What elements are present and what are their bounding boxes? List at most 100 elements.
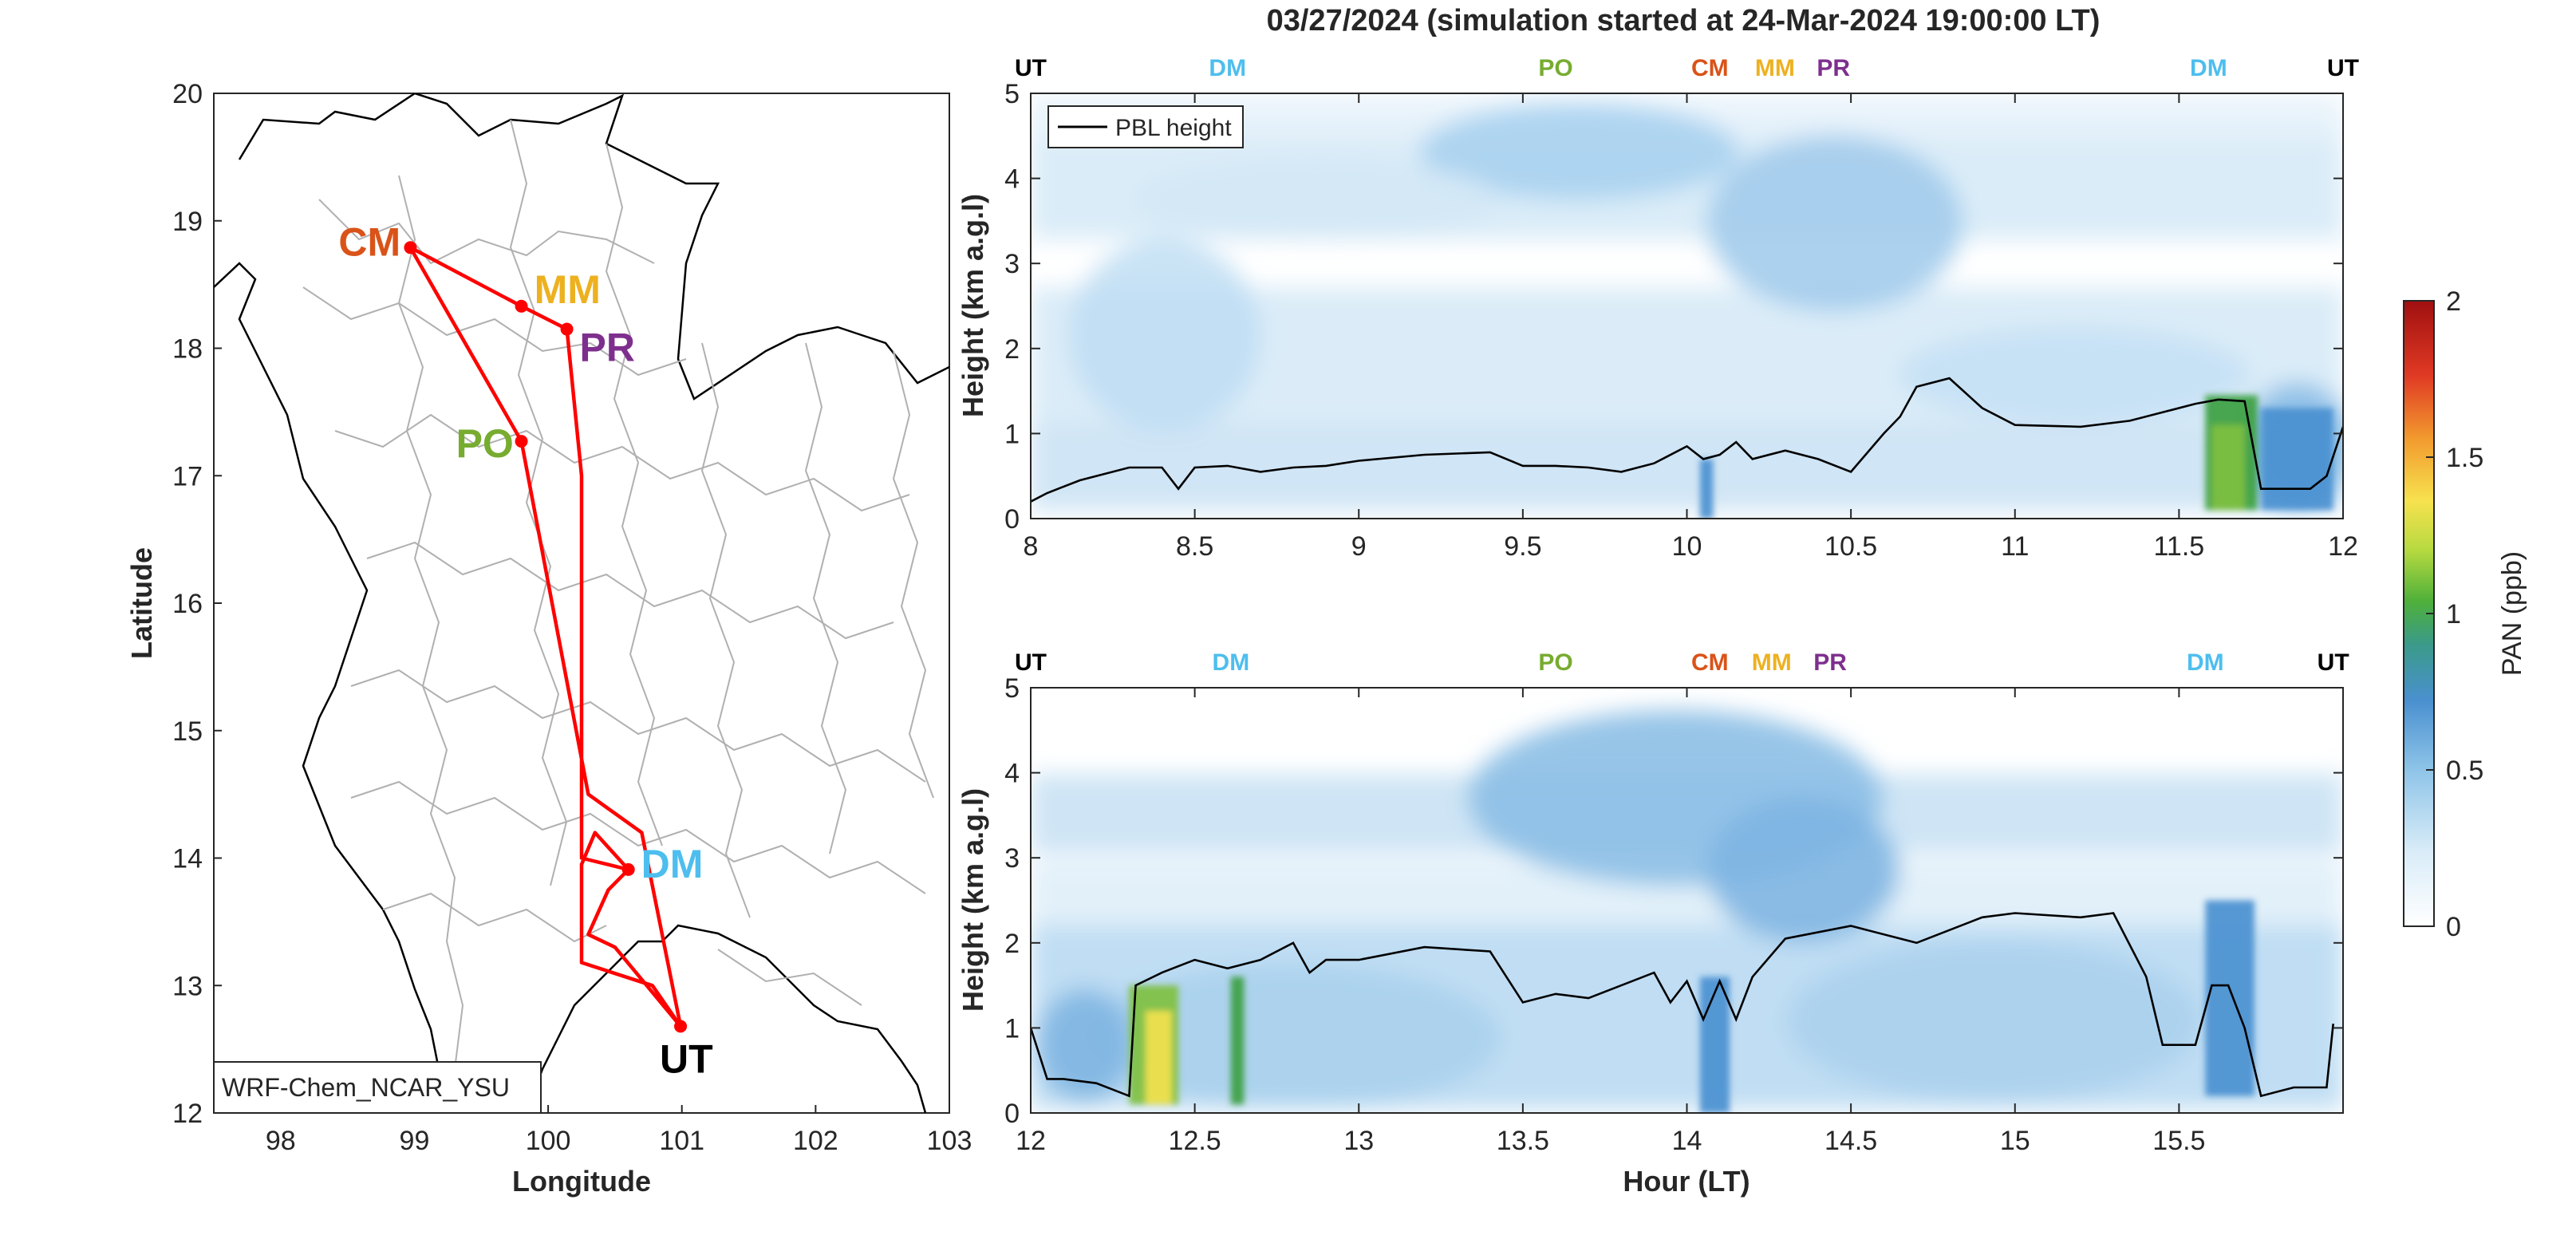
site-tag-cm: CM xyxy=(1691,649,1729,676)
panel-top-ylabel: Height (km a.g.l) xyxy=(957,194,989,417)
site-tag-ut: UT xyxy=(1015,55,1047,81)
xtick-label: 12 xyxy=(1016,1126,1046,1156)
site-tag-cm: CM xyxy=(1691,55,1729,81)
map-xtick-label: 103 xyxy=(927,1126,972,1156)
pan-hotspot xyxy=(2205,900,2254,1096)
panel-top-site-markers: UT DM PO CM MM PR DM UT xyxy=(1015,55,2359,81)
pan-hotspot xyxy=(2211,424,2245,511)
map-ytick-label: 15 xyxy=(172,716,203,747)
map-ylabel: Latitude xyxy=(125,547,158,659)
map-boundaries xyxy=(214,93,949,1113)
map-xtick-label: 101 xyxy=(659,1126,704,1156)
map-xtick-label: 100 xyxy=(526,1126,571,1156)
site-marker-mm xyxy=(515,299,528,313)
xtick-label: 15.5 xyxy=(2152,1126,2205,1156)
colorbar-tick-label: 0.5 xyxy=(2446,756,2483,786)
model-label-box xyxy=(213,1061,542,1114)
xtick-label: 8.5 xyxy=(1176,531,1213,562)
site-label-pr: PR xyxy=(580,326,635,370)
ytick-label: 0 xyxy=(1004,1099,1020,1129)
map-ytick-label: 20 xyxy=(172,79,203,109)
pan-hotspot xyxy=(1230,977,1245,1105)
site-tag-dm: DM xyxy=(1209,55,1246,81)
panel-bottom-xlabel: Hour (LT) xyxy=(1623,1165,1750,1198)
panel-bottom-ylabel: Height (km a.g.l) xyxy=(957,788,989,1012)
pan-hotspot xyxy=(1699,459,1714,519)
province-borders xyxy=(302,119,934,1070)
pan-field-bottom xyxy=(1031,710,2343,1109)
map-xtick-label: 99 xyxy=(400,1126,430,1156)
site-tag-dm: DM xyxy=(2190,55,2227,81)
site-marker-dm xyxy=(621,862,635,876)
map-ytick-label: 16 xyxy=(172,589,203,619)
pbl-legend-label: PBL height xyxy=(1115,115,1232,141)
xtick-label: 11.5 xyxy=(2154,531,2205,562)
map-xtick-label: 98 xyxy=(266,1126,296,1156)
site-label-ut: UT xyxy=(660,1036,713,1081)
colorbar-tick-label: 1 xyxy=(2446,599,2461,629)
ytick-label: 1 xyxy=(1004,419,1020,449)
site-label-po: PO xyxy=(456,421,514,466)
ytick-label: 4 xyxy=(1004,164,1020,195)
site-tag-dm: DM xyxy=(2187,649,2224,676)
colorbar-tick-label: 1.5 xyxy=(2446,443,2483,473)
site-tag-po: PO xyxy=(1538,55,1572,81)
map-ytick-label: 13 xyxy=(172,971,203,1001)
site-marker-pr xyxy=(560,322,574,336)
pan-hotspot xyxy=(2261,408,2333,511)
panel-bottom-site-markers: UT DM PO CM MM PR DM UT xyxy=(1015,649,2349,676)
model-label: WRF-Chem_NCAR_YSU xyxy=(222,1073,510,1102)
map-xlabel: Longitude xyxy=(512,1165,651,1198)
colorbar: 0 0.5 1 1.5 2 PAN (ppb) xyxy=(2403,286,2527,942)
xtick-label: 9 xyxy=(1351,531,1367,562)
map-xtick-label: 102 xyxy=(793,1126,838,1156)
site-label-cm: CM xyxy=(338,219,400,264)
colorbar-tick-label: 0 xyxy=(2446,912,2461,942)
country-outline xyxy=(214,93,949,1113)
pbl-height-line-bottom xyxy=(1029,912,2334,1098)
pan-hotspots-top xyxy=(1699,395,2333,519)
site-tag-dm: DM xyxy=(1213,649,1250,676)
site-label-mm: MM xyxy=(535,267,601,312)
map-ytick-label: 19 xyxy=(172,207,203,237)
site-tag-po: PO xyxy=(1538,649,1572,676)
xtick-label: 13.5 xyxy=(1497,1126,1549,1156)
xtick-label: 14.5 xyxy=(1825,1126,1877,1156)
site-tag-pr: PR xyxy=(1813,649,1847,676)
xtick-label: 8 xyxy=(1024,531,1039,562)
colorbar-tick-label: 2 xyxy=(2446,286,2461,317)
site-tag-ut: UT xyxy=(1015,649,1047,676)
site-tag-mm: MM xyxy=(1755,55,1795,81)
figure-title: 03/27/2024 (simulation started at 24-Mar… xyxy=(1267,4,2101,37)
colorbar-label: PAN (ppb) xyxy=(2497,551,2527,676)
site-marker-po xyxy=(515,435,528,448)
map-ticks: 98 99 100 101 102 103 12 13 14 15 16 17 18 19 20 xyxy=(172,79,972,1156)
ytick-label: 3 xyxy=(1004,843,1020,874)
map-panel: CM MM PR PO DM UT 98 99 100 101 102 103 12 13 14 15 16 1… xyxy=(125,79,972,1198)
map-sites-layer: CM MM PR PO DM UT xyxy=(338,219,712,1081)
ytick-label: 4 xyxy=(1004,759,1020,789)
xtick-label: 11 xyxy=(2001,531,2029,562)
map-ytick-label: 17 xyxy=(172,461,203,491)
site-tag-pr: PR xyxy=(1817,55,1850,81)
xtick-label: 10 xyxy=(1672,531,1702,562)
ytick-label: 0 xyxy=(1004,504,1020,535)
xtick-label: 9.5 xyxy=(1504,531,1541,562)
site-label-dm: DM xyxy=(641,842,704,886)
colorbar-ticks: 0 0.5 1 1.5 2 xyxy=(2426,286,2483,942)
xtick-label: 15 xyxy=(2000,1126,2030,1156)
site-tag-ut: UT xyxy=(2327,55,2359,81)
xtick-label: 10.5 xyxy=(1825,531,1877,562)
ytick-label: 3 xyxy=(1004,249,1020,279)
ytick-label: 5 xyxy=(1004,79,1020,109)
map-ytick-label: 18 xyxy=(172,334,203,365)
site-tag-mm: MM xyxy=(1752,649,1792,676)
pan-field-top xyxy=(1031,96,2343,511)
pbl-height-line-top xyxy=(1030,377,2345,503)
map-ytick-label: 14 xyxy=(172,844,203,874)
xtick-label: 14 xyxy=(1672,1126,1702,1156)
